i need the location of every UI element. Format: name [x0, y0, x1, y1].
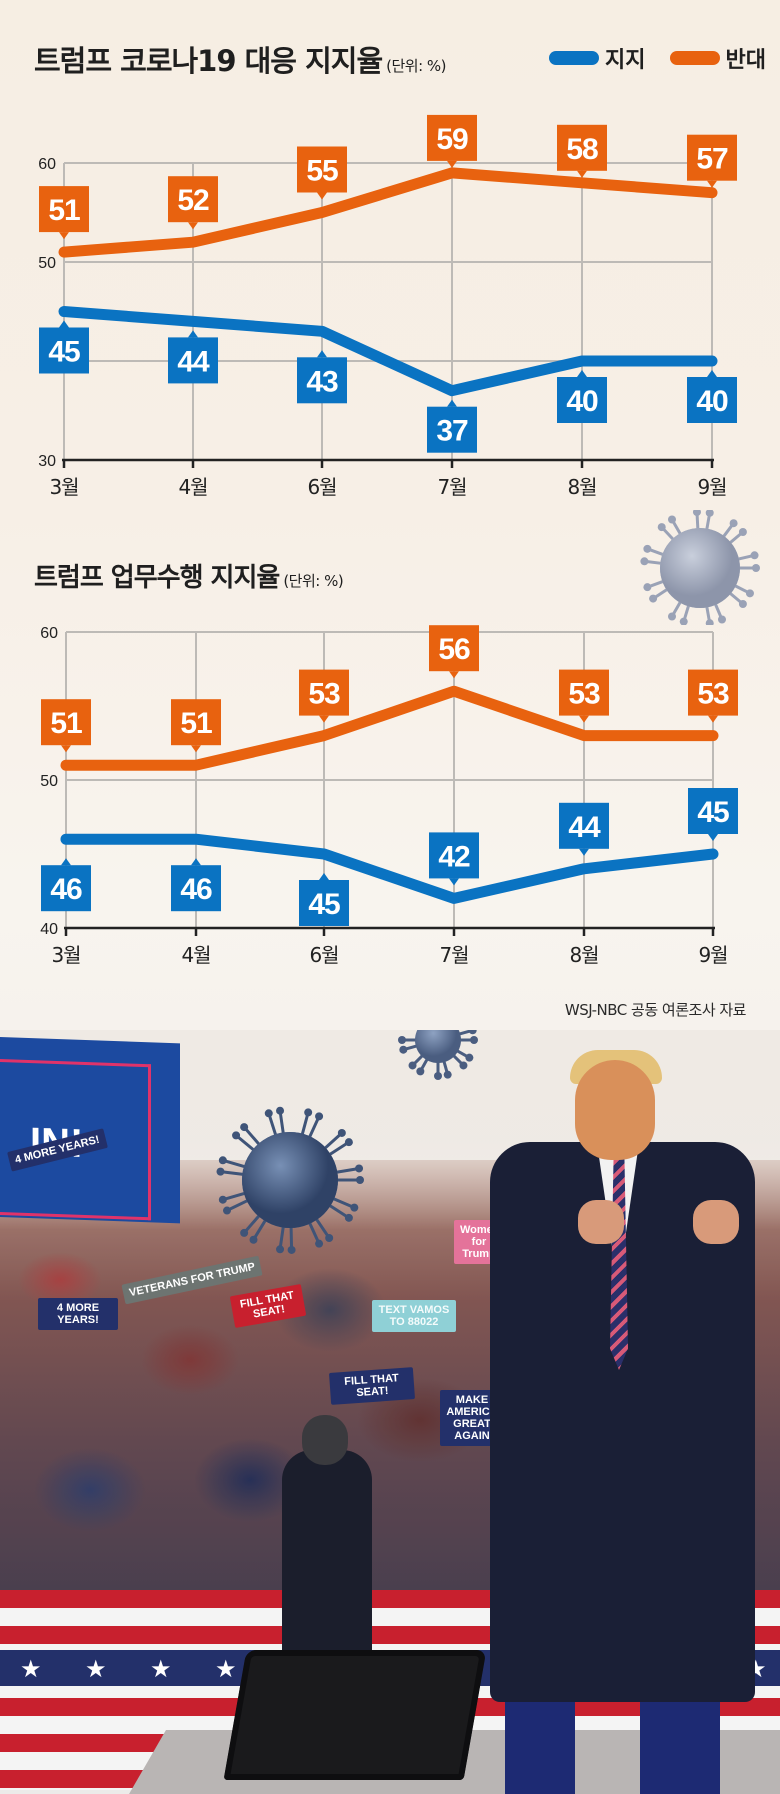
series-line: [60, 833, 719, 904]
data-label: 58: [557, 124, 607, 178]
x-tick-label: 6월: [307, 475, 336, 499]
data-label: 40: [687, 370, 737, 423]
data-label: 46: [171, 858, 221, 912]
x-tick-label: 4월: [181, 943, 210, 967]
data-label: 53: [299, 669, 349, 723]
chart1-title: 트럼프 코로나19 대응 지지율 (단위: %): [34, 38, 447, 80]
svg-text:42: 42: [438, 840, 470, 873]
legend-oppose-label: 반대: [725, 48, 766, 73]
svg-text:53: 53: [308, 678, 340, 711]
y-tick-label: 30: [38, 453, 56, 470]
svg-text:45: 45: [697, 796, 729, 829]
series-line: [60, 685, 719, 771]
data-label: 55: [297, 146, 347, 200]
data-label: 37: [427, 399, 477, 453]
data-label: 40: [557, 370, 607, 423]
svg-text:40: 40: [566, 385, 598, 418]
svg-text:46: 46: [180, 873, 212, 906]
svg-text:44: 44: [177, 345, 210, 378]
chart2-plot: 40 50 60 3월 4월 6월 7월 8월 9월 46 46 45 42 44 45 51 51 53 56 53…: [40, 625, 738, 967]
sign-4-more-years-2: 4 MORE YEARS!: [38, 1298, 118, 1330]
svg-text:44: 44: [568, 811, 601, 844]
stage-speaker: [223, 1650, 487, 1780]
data-label: 56: [429, 625, 479, 679]
trump-head: [575, 1060, 655, 1160]
chart2-title: 트럼프 업무수행 지지율 (단위: %): [34, 557, 344, 594]
data-label: 53: [559, 669, 609, 723]
data-label: 51: [39, 186, 89, 240]
data-label: 51: [41, 699, 91, 753]
data-label: 45: [39, 320, 89, 374]
fist-right: [693, 1200, 739, 1244]
data-label: 57: [687, 134, 737, 188]
fist-left: [578, 1200, 624, 1244]
legend-oppose: 반대: [669, 42, 766, 74]
data-label: 59: [427, 114, 477, 168]
data-label: 53: [688, 669, 738, 723]
svg-text:37: 37: [436, 415, 468, 448]
series-line: [58, 167, 718, 258]
x-tick-label: 4월: [178, 475, 207, 499]
svg-text:53: 53: [697, 678, 729, 711]
virus-large-icon: [216, 1106, 364, 1254]
svg-text:57: 57: [696, 143, 728, 176]
chart1-title-text: 트럼프 코로나19 대응 지지율: [34, 44, 383, 78]
data-label: 45: [688, 788, 738, 841]
sign-fill-that-seat-2: FILL THAT SEAT!: [328, 1367, 416, 1405]
data-label: 42: [429, 832, 479, 886]
legend: 지지 반대: [535, 42, 766, 74]
chart2-unit: (단위: %): [283, 572, 344, 590]
x-tick-label: 8월: [569, 943, 598, 967]
svg-text:51: 51: [180, 707, 212, 740]
legend-support: 지지: [549, 42, 646, 74]
legend-support-swatch-icon: [549, 51, 600, 65]
svg-text:40: 40: [696, 385, 728, 418]
rally-photo: IN! 4 MORE YEARS! VETERANS FOR TRUMP 4 M…: [0, 1030, 780, 1794]
x-tick-label: 7월: [439, 943, 468, 967]
y-tick-label: 60: [40, 625, 58, 642]
man-in-suit: [282, 1450, 372, 1650]
y-tick-label: 40: [40, 921, 58, 938]
svg-text:51: 51: [48, 194, 80, 227]
svg-text:45: 45: [48, 336, 80, 369]
source-note: WSJ-NBC 공동 여론조사 자료: [564, 1001, 747, 1019]
data-label: 43: [297, 350, 347, 404]
svg-text:56: 56: [438, 633, 470, 666]
data-label: 51: [171, 699, 221, 753]
x-tick-label: 9월: [698, 943, 727, 967]
svg-text:45: 45: [308, 888, 340, 921]
series-line: [58, 306, 718, 397]
svg-text:46: 46: [50, 873, 82, 906]
svg-text:51: 51: [50, 707, 82, 740]
virus-icon: [640, 510, 760, 625]
x-tick-label: 6월: [309, 943, 338, 967]
sign-text-vamos: TEXT VAMOS TO 88022: [372, 1300, 456, 1332]
svg-text:43: 43: [306, 365, 338, 398]
x-tick-label: 8월: [567, 475, 596, 499]
x-tick-label: 3월: [51, 943, 80, 967]
data-label: 46: [41, 858, 91, 912]
legend-support-label: 지지: [605, 48, 646, 73]
chart1-unit: (단위: %): [386, 57, 447, 75]
data-label: 45: [299, 873, 349, 926]
svg-text:52: 52: [177, 184, 209, 217]
rally-banner: IN!: [0, 1036, 180, 1224]
virus-small-icon: [398, 1030, 478, 1080]
data-label: 44: [168, 330, 218, 384]
y-tick-label: 60: [38, 156, 56, 173]
y-tick-label: 50: [38, 255, 56, 272]
data-label: 44: [559, 802, 609, 856]
svg-text:58: 58: [566, 133, 598, 166]
chart2-title-text: 트럼프 업무수행 지지율: [34, 563, 280, 593]
svg-text:55: 55: [306, 155, 338, 188]
x-tick-label: 9월: [697, 475, 726, 499]
x-tick-label: 7월: [437, 475, 466, 499]
chart1-plot: 30 50 60 3월 4월 6월 7월 8월 9월 45 44 43 37 40 40 51 52 55 59 58…: [38, 114, 737, 499]
svg-text:53: 53: [568, 678, 600, 711]
y-tick-label: 50: [40, 773, 58, 790]
data-label: 52: [168, 176, 218, 230]
x-tick-label: 3월: [49, 475, 78, 499]
legend-oppose-swatch-icon: [669, 51, 720, 65]
svg-text:59: 59: [436, 123, 468, 156]
